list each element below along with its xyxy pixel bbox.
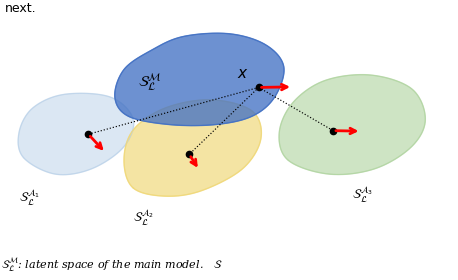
Text: $\mathcal{S}_\mathcal{L}^\mathcal{M}$: latent space of the main model.   $\mathc: $\mathcal{S}_\mathcal{L}^\mathcal{M}$: l… [1, 257, 223, 275]
Text: $\mathcal{S}_\mathcal{L}^\mathcal{M}$: $\mathcal{S}_\mathcal{L}^\mathcal{M}$ [138, 72, 161, 93]
Polygon shape [124, 100, 262, 196]
Polygon shape [279, 75, 425, 174]
Text: $x$: $x$ [237, 67, 249, 81]
Polygon shape [115, 33, 284, 126]
Polygon shape [18, 93, 134, 175]
Text: next.: next. [5, 2, 37, 15]
Text: $\mathcal{S}_\mathcal{L}^{\mathcal{A}_3}$: $\mathcal{S}_\mathcal{L}^{\mathcal{A}_3}… [352, 185, 373, 206]
Text: $\mathcal{S}_\mathcal{L}^{\mathcal{A}_1}$: $\mathcal{S}_\mathcal{L}^{\mathcal{A}_1}… [19, 188, 40, 208]
Text: $\mathcal{S}_\mathcal{L}^{\mathcal{A}_2}$: $\mathcal{S}_\mathcal{L}^{\mathcal{A}_2}… [133, 207, 154, 228]
